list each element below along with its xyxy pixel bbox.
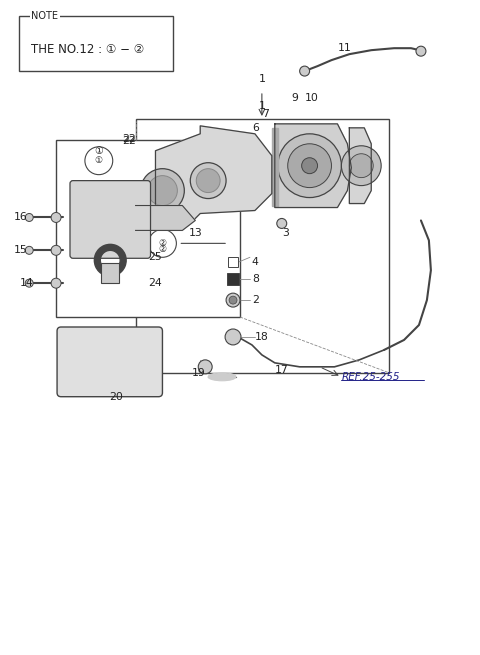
Text: 2: 2 (252, 295, 259, 305)
Circle shape (196, 169, 220, 193)
Text: 22: 22 (122, 134, 135, 144)
Text: 25: 25 (148, 252, 162, 262)
Circle shape (25, 246, 33, 254)
Circle shape (277, 219, 287, 229)
Circle shape (25, 279, 33, 287)
Text: 16: 16 (13, 212, 27, 223)
Circle shape (85, 147, 113, 175)
Circle shape (225, 329, 241, 345)
Text: 18: 18 (255, 332, 269, 342)
Text: 5: 5 (119, 196, 126, 206)
Circle shape (51, 212, 61, 223)
FancyBboxPatch shape (57, 327, 162, 397)
Circle shape (104, 271, 116, 283)
Circle shape (416, 47, 426, 56)
Text: 22: 22 (122, 136, 135, 146)
Text: ①: ① (95, 156, 103, 165)
Text: 9: 9 (292, 93, 299, 103)
Ellipse shape (208, 373, 236, 381)
Polygon shape (156, 126, 272, 225)
Circle shape (147, 176, 178, 206)
Circle shape (301, 158, 318, 174)
Text: 19: 19 (192, 368, 205, 378)
Text: 15: 15 (13, 246, 27, 255)
Text: 17: 17 (275, 365, 288, 375)
FancyBboxPatch shape (70, 181, 151, 258)
Polygon shape (275, 124, 351, 208)
Text: 10: 10 (305, 93, 319, 103)
Polygon shape (272, 128, 278, 206)
FancyBboxPatch shape (101, 263, 119, 283)
Text: 21: 21 (156, 208, 169, 217)
Bar (227, 273, 239, 285)
Text: 7: 7 (262, 109, 269, 119)
Circle shape (278, 134, 341, 198)
Text: 1: 1 (258, 101, 265, 111)
Circle shape (148, 229, 176, 257)
Text: REF.25-255: REF.25-255 (341, 372, 400, 382)
Text: 6: 6 (252, 123, 259, 133)
Circle shape (51, 278, 61, 288)
Circle shape (349, 154, 373, 178)
Circle shape (198, 360, 212, 374)
Text: 20: 20 (109, 392, 122, 402)
Text: 24: 24 (148, 278, 162, 288)
Polygon shape (349, 128, 371, 204)
FancyBboxPatch shape (228, 257, 238, 267)
Text: 13: 13 (188, 229, 202, 238)
Text: 3: 3 (282, 229, 288, 238)
Text: 14: 14 (19, 278, 33, 288)
Circle shape (300, 66, 310, 76)
FancyBboxPatch shape (136, 119, 389, 373)
Text: 8: 8 (252, 274, 259, 284)
Text: 4: 4 (252, 257, 259, 267)
Circle shape (229, 296, 237, 304)
Text: ①: ① (95, 146, 103, 156)
Text: ②: ② (158, 245, 167, 254)
Polygon shape (136, 206, 195, 231)
Circle shape (226, 293, 240, 307)
Text: 1: 1 (258, 74, 265, 84)
Circle shape (25, 214, 33, 221)
Circle shape (341, 146, 381, 185)
Text: THE NO.12 : ① − ②: THE NO.12 : ① − ② (31, 43, 144, 56)
Text: 23: 23 (148, 219, 162, 229)
Circle shape (288, 144, 332, 187)
Circle shape (51, 246, 61, 255)
Circle shape (141, 169, 184, 212)
FancyBboxPatch shape (19, 16, 173, 71)
Text: NOTE: NOTE (31, 11, 58, 22)
Circle shape (190, 162, 226, 198)
FancyBboxPatch shape (56, 140, 240, 317)
Text: 11: 11 (337, 43, 351, 53)
Text: ②: ② (158, 239, 167, 248)
